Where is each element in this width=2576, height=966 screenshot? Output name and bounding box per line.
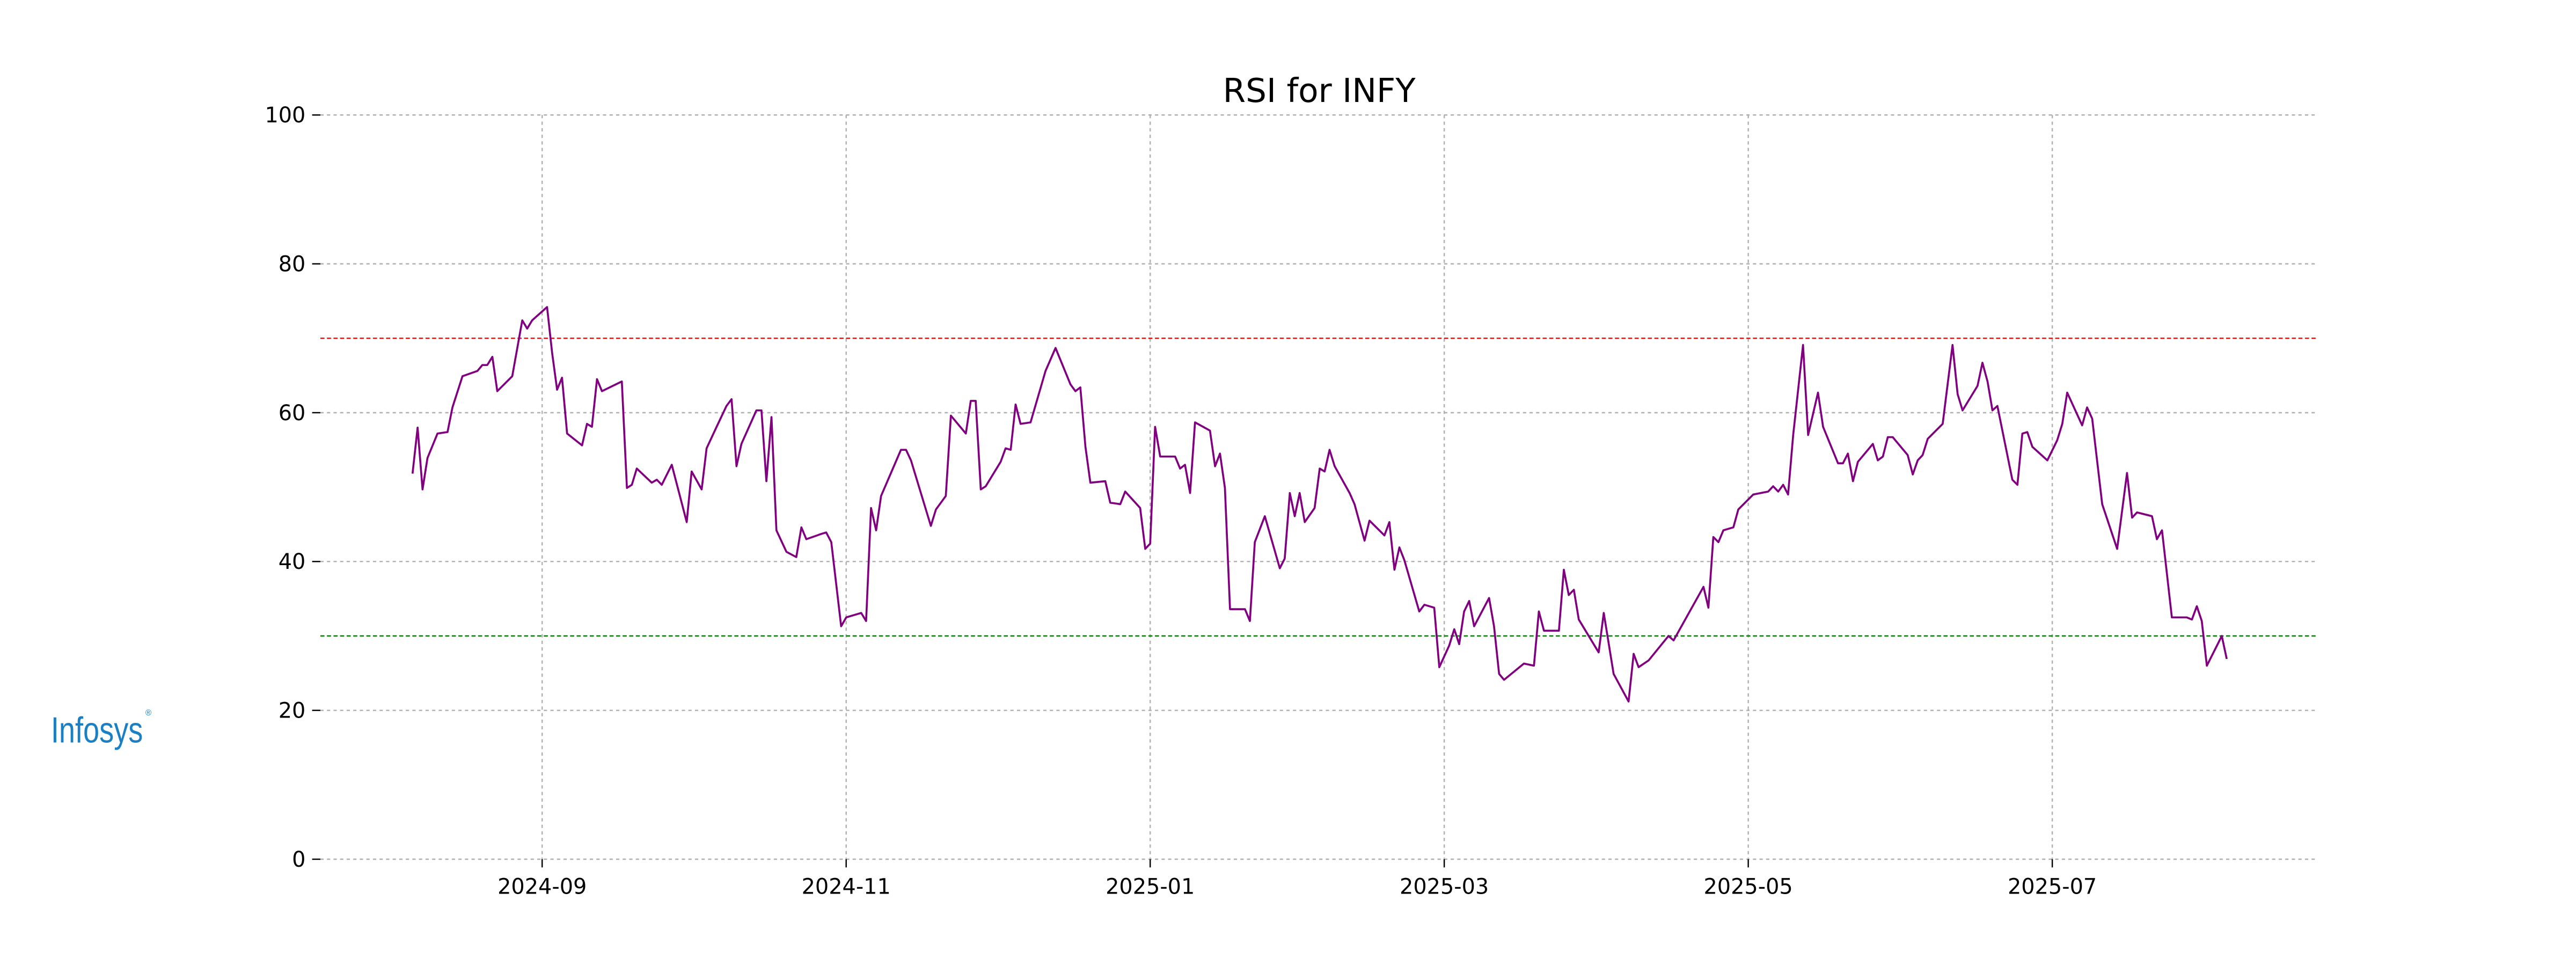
grid	[320, 114, 2317, 860]
chart-title: RSI for INFY	[1223, 72, 1416, 110]
logo-text: Infosys	[51, 711, 143, 751]
x-tick-label: 2025-07	[2008, 874, 2097, 899]
rsi-line	[411, 306, 2228, 702]
y-axis: 0 20 40 60 80 100	[265, 103, 320, 872]
logo-registered-mark: ®	[145, 708, 152, 718]
x-tick-label: 2025-05	[1704, 874, 1793, 899]
y-tick-label: 0	[292, 847, 305, 872]
y-tick-label: 20	[279, 698, 306, 723]
y-tick-label: 60	[279, 401, 306, 426]
x-tick-label: 2024-11	[802, 874, 891, 899]
y-tick-label: 80	[279, 252, 306, 276]
x-tick-label: 2025-01	[1106, 874, 1195, 899]
x-tick-label: 2024-09	[497, 874, 587, 899]
x-tick-label: 2025-03	[1400, 874, 1489, 899]
series-layer	[411, 306, 2228, 702]
x-axis: 2024-09 2024-11 2025-01 2025-03 2025-05 2025-…	[497, 859, 2097, 899]
y-tick-label: 100	[265, 103, 305, 128]
y-tick-label: 40	[279, 550, 306, 574]
infosys-logo: Infosys ®	[51, 708, 152, 751]
